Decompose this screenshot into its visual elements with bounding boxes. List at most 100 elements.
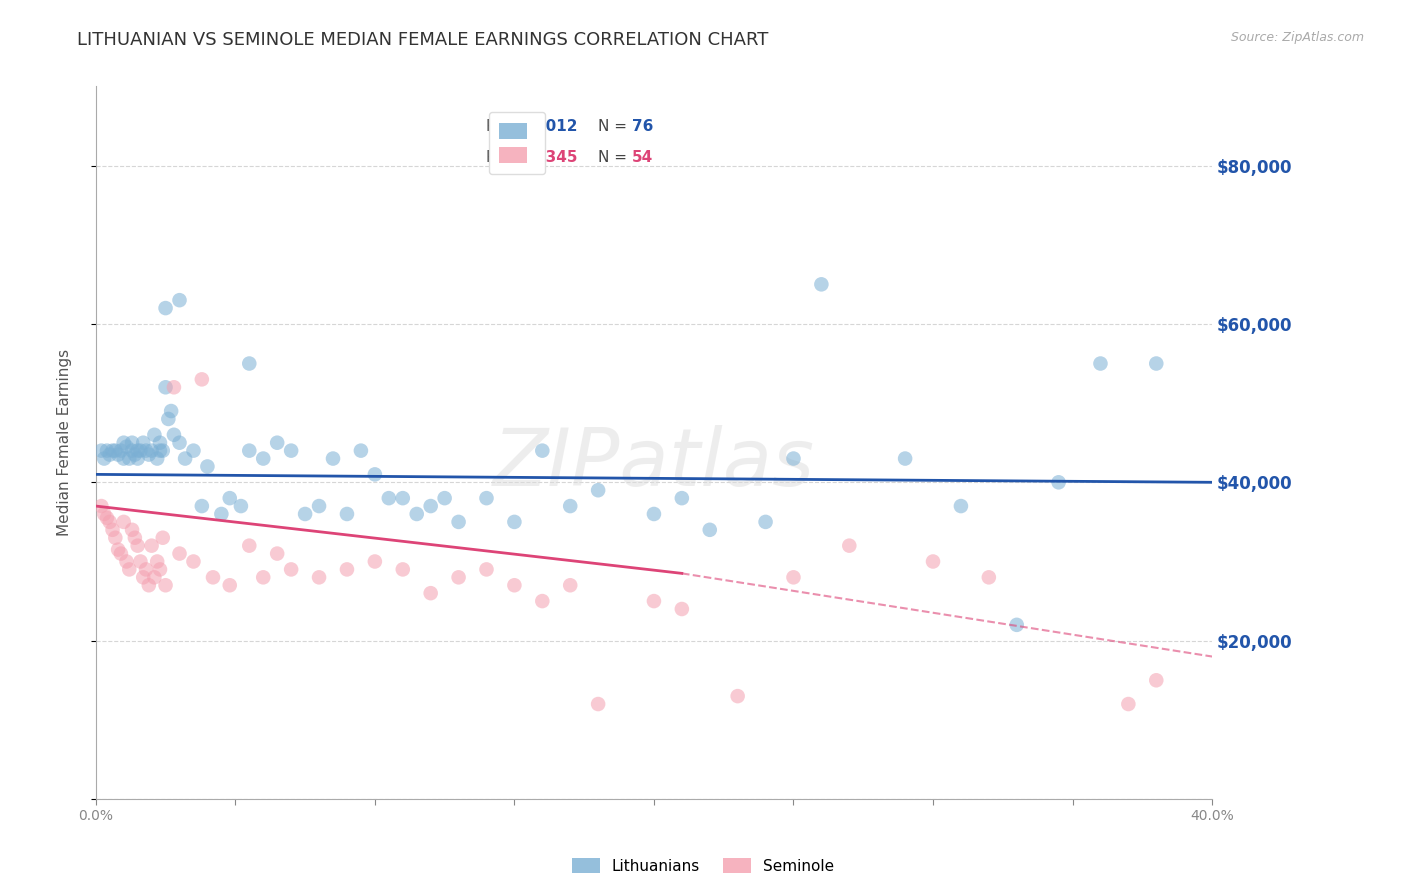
Text: N =: N = — [598, 150, 633, 165]
Point — [132, 570, 155, 584]
Text: -0.345: -0.345 — [523, 150, 578, 165]
Point — [838, 539, 860, 553]
Point — [127, 539, 149, 553]
Point — [671, 602, 693, 616]
Point — [98, 448, 121, 462]
Point — [197, 459, 219, 474]
Point — [586, 483, 609, 498]
Point — [129, 443, 152, 458]
Point — [96, 511, 118, 525]
Point — [124, 448, 146, 462]
Point — [129, 554, 152, 568]
Point — [121, 443, 143, 458]
Point — [112, 515, 135, 529]
Point — [560, 578, 582, 592]
Point — [201, 570, 224, 584]
Point — [419, 586, 441, 600]
Point — [1090, 357, 1112, 371]
Point — [138, 578, 160, 592]
Point — [350, 443, 373, 458]
Point — [391, 562, 413, 576]
Text: -0.012: -0.012 — [523, 120, 578, 135]
Point — [238, 357, 260, 371]
Point — [218, 491, 240, 505]
Point — [118, 451, 141, 466]
Point — [135, 443, 157, 458]
Point — [503, 578, 526, 592]
Point — [531, 594, 554, 608]
Point — [155, 578, 177, 592]
Point — [183, 443, 205, 458]
Point — [149, 562, 172, 576]
Point — [218, 578, 240, 592]
Point — [433, 491, 456, 505]
Point — [135, 562, 157, 576]
Point — [110, 547, 132, 561]
Point — [112, 435, 135, 450]
Point — [90, 443, 112, 458]
Point — [107, 448, 129, 462]
Point — [238, 539, 260, 553]
Point — [294, 507, 316, 521]
Legend: , : , — [488, 112, 546, 174]
Point — [531, 443, 554, 458]
Point — [336, 507, 359, 521]
Point — [121, 435, 143, 450]
Point — [252, 570, 274, 584]
Text: LITHUANIAN VS SEMINOLE MEDIAN FEMALE EARNINGS CORRELATION CHART: LITHUANIAN VS SEMINOLE MEDIAN FEMALE EAR… — [77, 31, 769, 49]
Point — [1005, 618, 1028, 632]
Point — [104, 531, 127, 545]
Point — [671, 491, 693, 505]
Point — [93, 451, 115, 466]
Point — [101, 523, 124, 537]
Text: Source: ZipAtlas.com: Source: ZipAtlas.com — [1230, 31, 1364, 45]
Point — [127, 443, 149, 458]
Point — [1047, 475, 1070, 490]
Point — [155, 380, 177, 394]
Point — [922, 554, 945, 568]
Point — [475, 491, 498, 505]
Point — [96, 443, 118, 458]
Point — [104, 443, 127, 458]
Point — [141, 539, 163, 553]
Point — [112, 451, 135, 466]
Point — [1144, 357, 1167, 371]
Point — [209, 507, 232, 521]
Point — [977, 570, 1000, 584]
Point — [127, 451, 149, 466]
Point — [643, 507, 665, 521]
Text: N =: N = — [598, 120, 633, 135]
Point — [322, 451, 344, 466]
Point — [782, 451, 804, 466]
Point — [132, 435, 155, 450]
Point — [146, 451, 169, 466]
Point — [110, 443, 132, 458]
Point — [503, 515, 526, 529]
Point — [152, 443, 174, 458]
Text: ZIPatlas: ZIPatlas — [494, 425, 815, 503]
Point — [229, 499, 252, 513]
Point — [364, 467, 387, 482]
Point — [143, 570, 166, 584]
Point — [146, 554, 169, 568]
Point — [755, 515, 778, 529]
Text: 76: 76 — [631, 120, 652, 135]
Point — [98, 515, 121, 529]
Point — [169, 435, 191, 450]
Point — [643, 594, 665, 608]
Point — [118, 562, 141, 576]
Point — [280, 562, 302, 576]
Point — [252, 451, 274, 466]
Point — [149, 443, 172, 458]
Point — [169, 547, 191, 561]
Point — [308, 570, 330, 584]
Text: R =: R = — [486, 120, 520, 135]
Point — [157, 412, 180, 426]
Point — [378, 491, 401, 505]
Point — [810, 277, 832, 292]
Point — [405, 507, 427, 521]
Point — [107, 542, 129, 557]
Point — [727, 689, 749, 703]
Point — [141, 443, 163, 458]
Point — [174, 451, 197, 466]
